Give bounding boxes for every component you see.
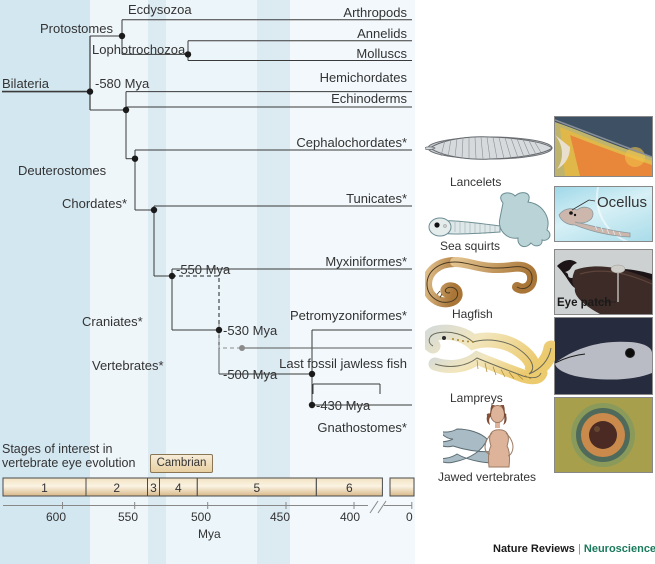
svg-text:Ocellus: Ocellus [597,194,647,211]
svg-text:Eye patch: Eye patch [557,297,611,309]
